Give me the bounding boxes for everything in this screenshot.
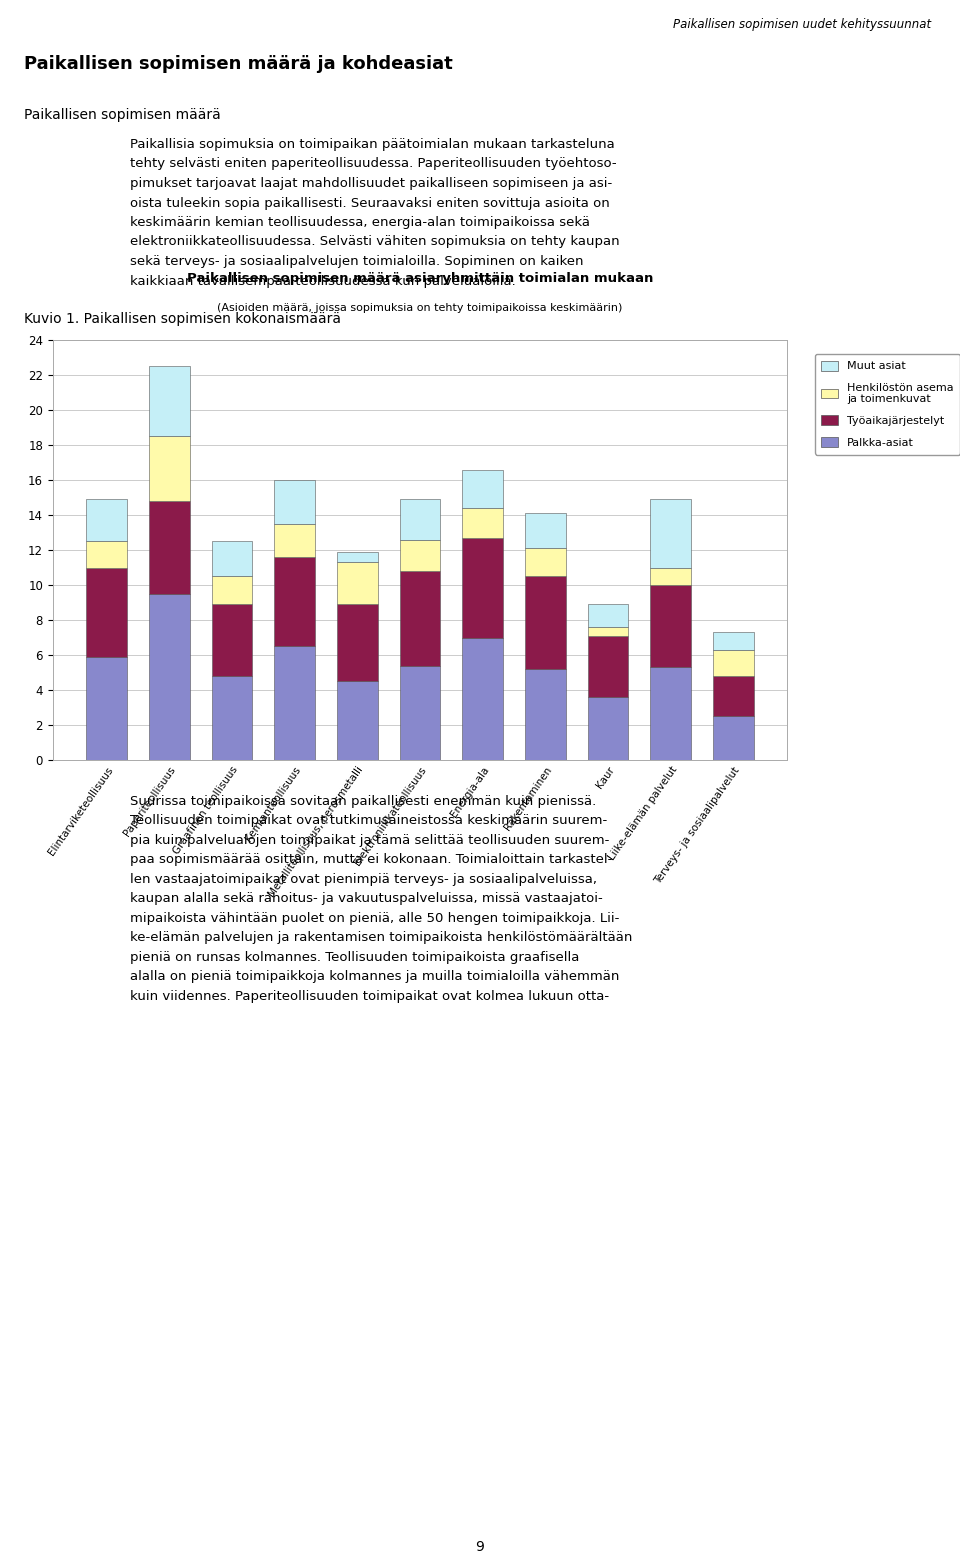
- Text: Paikallisia sopimuksia on toimipaikan päätoimialan mukaan tarkasteluna: Paikallisia sopimuksia on toimipaikan pä…: [130, 137, 614, 152]
- Text: Kuvio 1. Paikallisen sopimisen kokonaismäärä: Kuvio 1. Paikallisen sopimisen kokonaism…: [24, 312, 341, 326]
- Bar: [525, 669, 565, 761]
- Bar: [275, 558, 315, 647]
- Text: len vastaajatoimipaikat ovat pienimpiä terveys- ja sosiaalipalveluissa,: len vastaajatoimipaikat ovat pienimpiä t…: [130, 873, 596, 886]
- Bar: [525, 576, 565, 669]
- Text: 9: 9: [475, 1540, 485, 1554]
- Bar: [463, 470, 503, 508]
- Text: pieniä on runsas kolmannes. Teollisuuden toimipaikoista graafisella: pieniä on runsas kolmannes. Teollisuuden…: [130, 951, 579, 964]
- Bar: [149, 366, 190, 436]
- Bar: [588, 626, 629, 636]
- Bar: [337, 604, 377, 681]
- Bar: [211, 676, 252, 761]
- Bar: [588, 604, 629, 626]
- Bar: [275, 523, 315, 558]
- Bar: [399, 539, 441, 572]
- Bar: [86, 500, 127, 542]
- Text: Suurissa toimipaikoissa sovitaan paikallisesti enemmän kuin pienissä.: Suurissa toimipaikoissa sovitaan paikall…: [130, 795, 596, 808]
- Bar: [713, 650, 754, 676]
- Text: Paikallisen sopimisen uudet kehityssuunnat: Paikallisen sopimisen uudet kehityssuunn…: [673, 19, 931, 31]
- Bar: [211, 542, 252, 576]
- Bar: [86, 567, 127, 656]
- Legend: Muut asiat, Henkilöstön asema
ja toimenkuvat, Työaikajärjestelyt, Palkka-asiat: Muut asiat, Henkilöstön asema ja toimenk…: [815, 355, 960, 455]
- Bar: [211, 604, 252, 676]
- Bar: [713, 717, 754, 761]
- Text: alalla on pieniä toimipaikkoja kolmannes ja muilla toimialoilla vähemmän: alalla on pieniä toimipaikkoja kolmannes…: [130, 970, 619, 984]
- Bar: [463, 508, 503, 537]
- Text: ke-elämän palvelujen ja rakentamisen toimipaikoista henkilöstömäärältään: ke-elämän palvelujen ja rakentamisen toi…: [130, 931, 632, 945]
- Bar: [713, 633, 754, 650]
- Bar: [149, 501, 190, 594]
- Bar: [650, 586, 691, 667]
- Bar: [525, 548, 565, 576]
- Text: kuin viidennes. Paperiteollisuuden toimipaikat ovat kolmea lukuun otta-: kuin viidennes. Paperiteollisuuden toimi…: [130, 990, 609, 1003]
- Text: pimukset tarjoavat laajat mahdollisuudet paikalliseen sopimiseen ja asi-: pimukset tarjoavat laajat mahdollisuudet…: [130, 177, 612, 191]
- Text: Paikallisen sopimisen määrä ja kohdeasiat: Paikallisen sopimisen määrä ja kohdeasia…: [24, 55, 453, 73]
- Text: kaikkiaan tavallisempaa teollisuudessa kun palvelualoilla.: kaikkiaan tavallisempaa teollisuudessa k…: [130, 275, 516, 287]
- Bar: [149, 594, 190, 761]
- Text: keskimäärin kemian teollisuudessa, energia-alan toimipaikoissa sekä: keskimäärin kemian teollisuudessa, energ…: [130, 216, 589, 230]
- Bar: [275, 647, 315, 761]
- Text: elektroniikkateollisuudessa. Selvästi vähiten sopimuksia on tehty kaupan: elektroniikkateollisuudessa. Selvästi vä…: [130, 236, 619, 248]
- Text: paa sopimismäärää osittain, mutta ei kokonaan. Toimialoittain tarkastel-: paa sopimismäärää osittain, mutta ei kok…: [130, 853, 612, 867]
- Text: oista tuleekin sopia paikallisesti. Seuraavaksi eniten sovittuja asioita on: oista tuleekin sopia paikallisesti. Seur…: [130, 197, 610, 209]
- Text: Teollisuuden toimipaikat ovat tutkimusaineistossa keskimäärin suurem-: Teollisuuden toimipaikat ovat tutkimusai…: [130, 814, 607, 828]
- Bar: [337, 681, 377, 761]
- Text: pia kuin palvelualojen toimipaikat ja tämä selittää teollisuuden suurem-: pia kuin palvelualojen toimipaikat ja tä…: [130, 834, 609, 847]
- Bar: [713, 676, 754, 717]
- Text: (Asioiden määrä, joissa sopimuksia on tehty toimipaikoissa keskimäärin): (Asioiden määrä, joissa sopimuksia on te…: [217, 303, 623, 312]
- Bar: [211, 576, 252, 604]
- Text: Paikallisen sopimisen määrä asiaryhmittäin toimialan mukaan: Paikallisen sopimisen määrä asiaryhmittä…: [187, 272, 653, 286]
- Bar: [650, 667, 691, 761]
- Text: tehty selvästi eniten paperiteollisuudessa. Paperiteollisuuden työehtoso-: tehty selvästi eniten paperiteollisuudes…: [130, 158, 616, 170]
- Bar: [399, 500, 441, 539]
- Bar: [525, 514, 565, 548]
- Bar: [588, 697, 629, 761]
- Text: mipaikoista vähintään puolet on pieniä, alle 50 hengen toimipaikkoja. Lii-: mipaikoista vähintään puolet on pieniä, …: [130, 912, 619, 925]
- Bar: [337, 562, 377, 604]
- Bar: [650, 567, 691, 586]
- Bar: [463, 637, 503, 761]
- Bar: [337, 551, 377, 562]
- Text: sekä terveys- ja sosiaalipalvelujen toimialoilla. Sopiminen on kaiken: sekä terveys- ja sosiaalipalvelujen toim…: [130, 255, 583, 269]
- Bar: [86, 656, 127, 761]
- Bar: [149, 436, 190, 501]
- Bar: [463, 537, 503, 637]
- Bar: [275, 480, 315, 523]
- Bar: [399, 572, 441, 665]
- Bar: [588, 636, 629, 697]
- Text: kaupan alalla sekä rahoitus- ja vakuutuspalveluissa, missä vastaajatoi-: kaupan alalla sekä rahoitus- ja vakuutus…: [130, 892, 602, 906]
- Bar: [86, 542, 127, 567]
- Bar: [399, 665, 441, 761]
- Bar: [650, 500, 691, 567]
- Text: Paikallisen sopimisen määrä: Paikallisen sopimisen määrä: [24, 108, 221, 122]
